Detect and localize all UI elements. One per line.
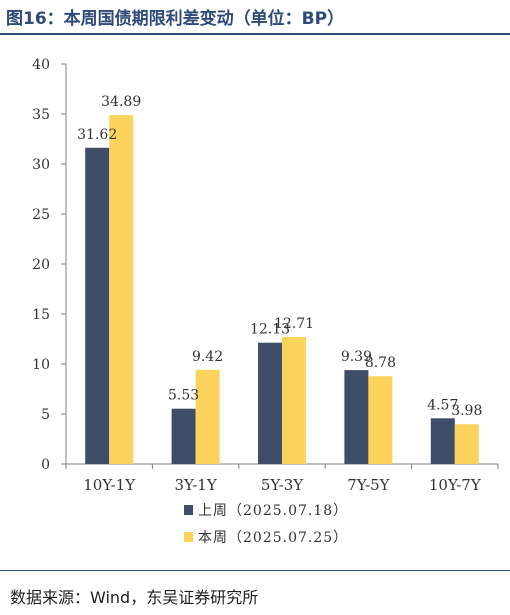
legend-label: 本周（2025.07.25）: [198, 530, 348, 546]
y-tick-label: 20: [32, 257, 50, 273]
chart-value-labels: 31.62 5.53 12.13 9.39 4.57 34.89 9.42 12.71 8.78…: [77, 94, 482, 419]
bar-value-label: 34.89: [101, 94, 141, 110]
bar: [454, 424, 479, 464]
legend-label: 上周（2025.07.18）: [198, 503, 348, 519]
chart-legend: 上周（2025.07.18） 本周（2025.07.25）: [184, 503, 348, 546]
x-tick-label: 10Y-1Y: [83, 476, 136, 494]
title-rule: [0, 33, 510, 35]
data-source: 数据来源：Wind，东吴证券研究所: [10, 588, 259, 607]
x-tick-label: 3Y-1Y: [174, 476, 217, 494]
bar-value-label: 12.71: [274, 316, 314, 332]
bar-value-label: 12.13: [250, 322, 290, 338]
bar-value-label: 4.57: [427, 397, 458, 413]
chart-bars: [85, 115, 479, 465]
y-tick-label: 25: [32, 207, 50, 223]
y-tick-label: 0: [41, 457, 50, 473]
y-tick-label: 10: [32, 357, 50, 373]
bar-value-label: 8.78: [365, 355, 396, 371]
bar: [258, 342, 282, 464]
y-tick-label: 5: [41, 407, 50, 423]
bar-value-label: 5.53: [168, 388, 199, 404]
x-tick-label: 7Y-5Y: [347, 476, 390, 494]
footer-rule: [0, 570, 510, 571]
legend-swatch: [184, 532, 193, 542]
bar: [368, 376, 393, 464]
bar-value-label: 31.62: [77, 127, 117, 143]
bar: [282, 336, 306, 464]
y-tick-label: 15: [32, 307, 50, 323]
legend-swatch: [184, 505, 193, 515]
chart-title: 图16：本周国债期限利差变动（单位：BP）: [6, 9, 345, 29]
bar-value-label: 9.39: [341, 349, 372, 365]
x-tick-label: 5Y-3Y: [261, 476, 304, 494]
y-tick-label: 35: [32, 107, 50, 123]
bar-value-label: 9.42: [192, 349, 223, 365]
bar: [344, 370, 369, 464]
bar-chart: 0 5 10 15 20 25 30 35 40 10Y-1Y 3Y-1Y 5Y-3Y 7Y-5Y 10Y…: [32, 57, 499, 546]
bar-value-label: 3.98: [451, 403, 482, 419]
chart-axes: 0 5 10 15 20 25 30 35 40 10Y-1Y 3Y-1Y 5Y-3Y 7Y-5Y 10Y…: [32, 57, 499, 494]
y-tick-label: 40: [32, 57, 50, 73]
bar: [195, 369, 220, 464]
x-tick-label: 10Y-7Y: [429, 476, 482, 494]
y-tick-label: 30: [32, 157, 50, 173]
bar: [109, 115, 134, 464]
bar: [430, 418, 455, 464]
bar: [171, 408, 196, 464]
bar: [85, 147, 110, 465]
